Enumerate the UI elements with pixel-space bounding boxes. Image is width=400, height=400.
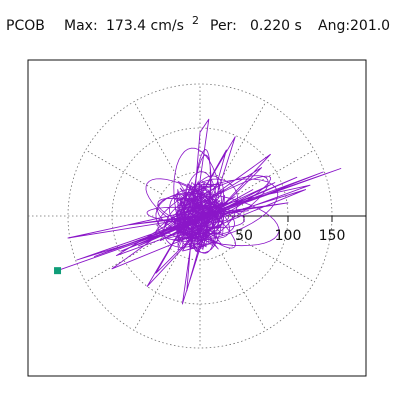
grid-spoke-300 [221, 253, 267, 331]
orbit-trace-core [173, 180, 226, 252]
peak-marker [54, 267, 62, 275]
radial-tick-label-150: 150 [319, 228, 346, 244]
radial-tick-label-50: 50 [235, 228, 253, 244]
max-value: 173.4 cm/s [106, 18, 184, 34]
grid-spoke-150 [85, 149, 163, 195]
grid-spoke-120 [133, 101, 179, 179]
grid-spoke-30 [237, 149, 315, 195]
grid-spoke-60 [221, 101, 267, 179]
period-value: 0.220 s [250, 18, 302, 34]
max-exponent: 2 [192, 14, 199, 27]
header: PCOB Max: 173.4 cm/s 2 Per: 0.220 s Ang:… [6, 8, 398, 34]
tick-label-layer: 50 100 150 [235, 228, 345, 244]
grid-spoke-330 [237, 237, 315, 283]
trace-layer [57, 118, 342, 305]
angle-value: 201.0 [350, 18, 391, 34]
angle-label: Ang: [318, 18, 351, 34]
period-label: Per: [210, 18, 237, 34]
plot-frame [27, 59, 367, 377]
radial-tick-label-100: 100 [275, 228, 302, 244]
max-label: Max: [64, 18, 98, 34]
marker-layer [54, 267, 62, 275]
station-code: PCOB [6, 18, 45, 34]
grid-spoke-240 [133, 253, 179, 331]
